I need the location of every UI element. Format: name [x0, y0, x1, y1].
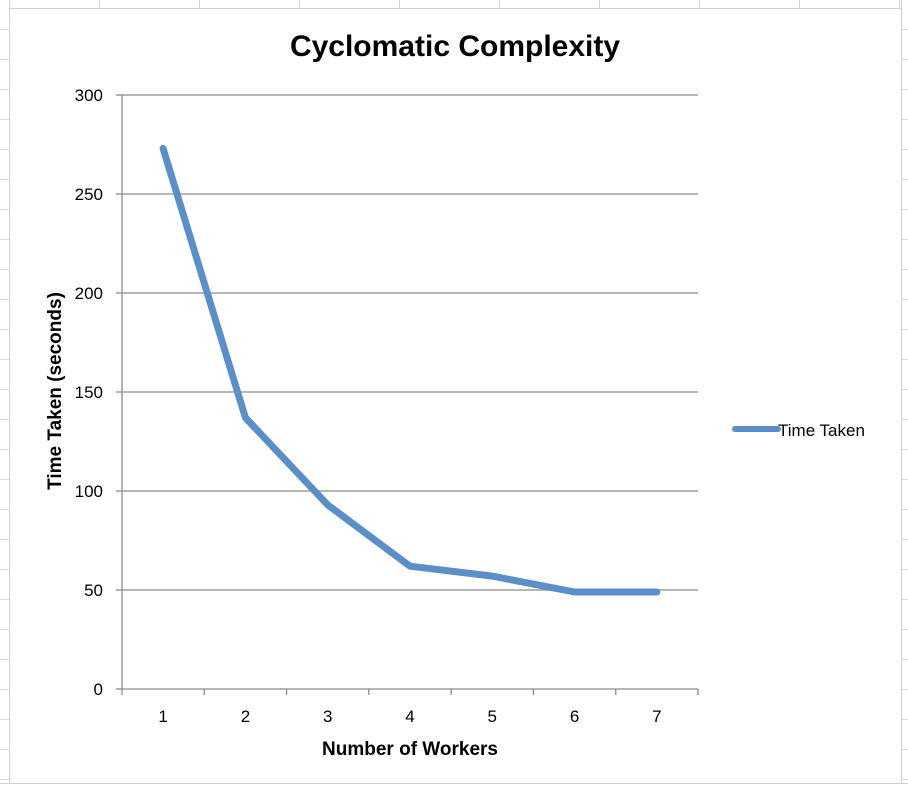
y-axis-label: Time Taken (seconds)	[45, 292, 66, 490]
y-tick-label-0: 0	[94, 680, 103, 699]
x-tick-label-6: 6	[570, 707, 579, 726]
series-lines	[159, 145, 661, 596]
y-tick-labels: 0 50 100 150 200 250 300	[75, 86, 103, 699]
y-tick-label-50: 50	[84, 581, 103, 600]
y-tick-label-250: 250	[75, 185, 103, 204]
spreadsheet-bottom-edge	[0, 783, 908, 788]
series-line-0	[159, 145, 661, 596]
x-tick-label-7: 7	[652, 707, 661, 726]
x-tick-label-2: 2	[241, 707, 250, 726]
spreadsheet-row-edge	[0, 0, 10, 788]
x-tick-labels: 1 2 3 4 5 6 7	[158, 707, 661, 726]
chart-area[interactable]: Cyclomatic Complexity 0 50 100 150 200 250 300…	[10, 9, 901, 783]
spreadsheet-right-edge	[901, 0, 908, 788]
y-tick-label-100: 100	[75, 482, 103, 501]
x-tick-label-5: 5	[488, 707, 497, 726]
y-tick-label-200: 200	[75, 284, 103, 303]
x-axis-label: Number of Workers	[322, 739, 498, 760]
gridlines	[122, 94, 698, 591]
x-tick-label-4: 4	[405, 707, 414, 726]
spreadsheet-column-edge	[0, 0, 908, 9]
y-tick-label-300: 300	[75, 86, 103, 105]
legend-label-time-taken: Time Taken	[778, 421, 865, 440]
line-chart: Cyclomatic Complexity 0 50 100 150 200 250 300…	[45, 30, 865, 760]
chart-title: Cyclomatic Complexity	[290, 30, 620, 63]
x-tick-label-1: 1	[158, 707, 167, 726]
x-tick-label-3: 3	[323, 707, 332, 726]
legend[interactable]: Time Taken	[732, 421, 865, 440]
y-tick-label-150: 150	[75, 383, 103, 402]
axes	[116, 94, 699, 695]
